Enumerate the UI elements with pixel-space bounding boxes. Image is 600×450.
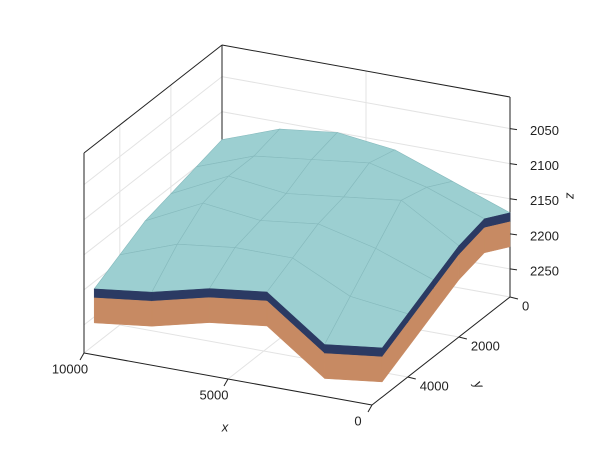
axes-front: 0 5000 10000 0 2000 4000 2050 2100 2150 2200 2250 [52, 123, 559, 428]
z-tick [509, 163, 518, 166]
z-axis-label: z [564, 192, 579, 200]
surface-side [93, 297, 153, 327]
y-tick-label: 0 [522, 298, 529, 313]
y-tick [458, 336, 468, 340]
z-tick [509, 268, 518, 271]
z-tick-label: 2250 [530, 263, 559, 278]
surface-side [209, 297, 268, 327]
x-tick-label: 10000 [52, 361, 88, 376]
y-axis-label: y [470, 377, 487, 392]
surface-side [381, 322, 409, 383]
x-tick [367, 404, 373, 413]
z-tick-label: 2050 [530, 123, 559, 138]
box-edge [221, 44, 511, 98]
x-tick [223, 378, 229, 387]
x-tick-label: 5000 [200, 387, 229, 402]
z-tick-label: 2200 [530, 228, 559, 243]
surface [93, 128, 511, 383]
x-tick [79, 352, 85, 361]
box-edge [83, 44, 223, 154]
z-tick [509, 128, 518, 131]
x-tick-label: 0 [354, 413, 361, 428]
y-tick-label: 2000 [471, 338, 500, 353]
y-tick [509, 296, 519, 300]
z-tick [509, 233, 518, 236]
y-tick [407, 376, 416, 380]
y-axis-line [371, 296, 511, 406]
z-tick-label: 2100 [530, 158, 559, 173]
z-tick-label: 2150 [530, 193, 559, 208]
y-tick-label: 4000 [420, 378, 449, 393]
surface-side [324, 353, 383, 383]
z-tick [509, 198, 518, 201]
x-axis-label: x [221, 419, 229, 434]
surface-side [151, 297, 210, 327]
